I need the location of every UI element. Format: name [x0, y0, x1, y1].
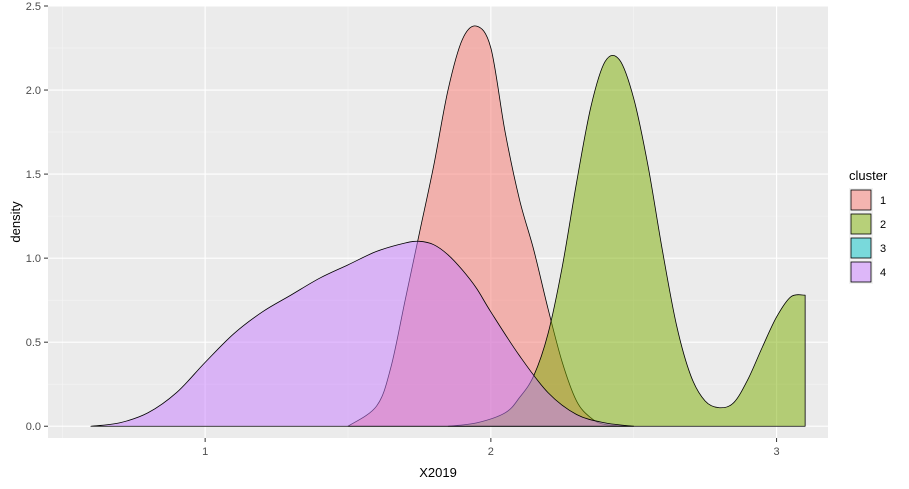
x-tick-label: 1	[202, 446, 208, 458]
y-axis-title: density	[8, 201, 23, 243]
legend-label-cluster-4: 4	[880, 267, 886, 279]
legend-title: cluster	[849, 168, 888, 183]
legend-swatch-cluster-2	[850, 213, 872, 235]
x-tick-label: 3	[774, 446, 780, 458]
density-area-cluster-4	[90, 240, 635, 427]
y-tick-label: 1.5	[26, 169, 41, 181]
legend-swatch-cluster-1	[850, 189, 872, 211]
x-tick-label: 2	[488, 446, 494, 458]
y-axis: 0.0 0.5 1.0 1.5 2.0 2.5	[26, 1, 48, 433]
legend-items: 1 2 3 4	[849, 188, 886, 284]
legend-label-cluster-3: 3	[880, 243, 886, 255]
x-axis-title: X2019	[419, 465, 457, 480]
legend-swatch-cluster-4	[850, 261, 872, 283]
legend: cluster 1 2 3 4	[849, 168, 888, 284]
legend-swatch-cluster-3	[850, 237, 872, 259]
x-axis: 1 2 3	[202, 438, 780, 458]
y-tick-label: 0.0	[26, 421, 41, 433]
y-tick-label: 2.0	[26, 85, 41, 97]
legend-label-cluster-2: 2	[880, 219, 886, 231]
y-tick-label: 0.5	[26, 337, 41, 349]
y-tick-label: 2.5	[26, 1, 41, 13]
y-tick-label: 1.0	[26, 253, 41, 265]
density-areas	[90, 25, 806, 427]
legend-label-cluster-1: 1	[880, 195, 886, 207]
